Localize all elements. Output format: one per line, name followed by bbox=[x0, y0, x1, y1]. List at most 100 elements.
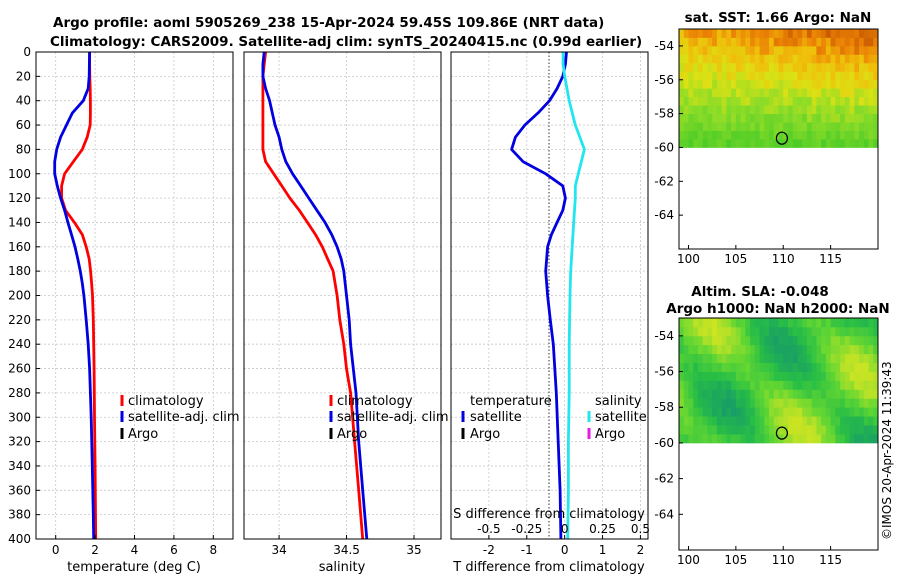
heatmap-cell bbox=[811, 45, 817, 55]
heatmap-cell bbox=[783, 37, 789, 47]
heatmap-cell bbox=[764, 71, 770, 81]
heatmap-cell bbox=[840, 344, 846, 355]
heatmap-cell bbox=[731, 362, 737, 372]
heatmap-cell bbox=[716, 105, 723, 115]
heatmap-cell bbox=[797, 122, 803, 131]
sla-map-title-line2: Argo h1000: NaN h2000: NaN bbox=[666, 301, 889, 317]
heatmap-cell bbox=[754, 37, 760, 47]
argo-position-marker bbox=[775, 131, 789, 145]
heatmap-cell bbox=[740, 344, 746, 355]
heatmap-cell bbox=[707, 416, 713, 426]
heatmap-cell bbox=[792, 62, 798, 72]
heatmap-cell bbox=[859, 71, 865, 81]
heatmap-cell bbox=[693, 96, 699, 106]
heatmap-cell bbox=[750, 79, 756, 89]
heatmap-cell bbox=[754, 416, 760, 426]
heatmap-cell bbox=[693, 362, 699, 372]
heatmap-cell bbox=[854, 326, 860, 337]
heatmap-cell bbox=[716, 54, 723, 64]
heatmap-cell bbox=[716, 130, 723, 140]
heatmap-cell bbox=[716, 416, 723, 426]
heatmap-cell bbox=[740, 318, 746, 328]
heatmap-cell bbox=[802, 88, 808, 98]
heatmap-cell bbox=[740, 79, 746, 89]
heatmap-cell bbox=[797, 380, 803, 390]
heatmap-cell bbox=[697, 371, 704, 381]
heatmap-cell bbox=[787, 139, 794, 148]
heatmap-cell bbox=[854, 79, 860, 89]
map-x-tick-label: 105 bbox=[724, 252, 747, 266]
heatmap-cell bbox=[679, 130, 685, 140]
heatmap-cell bbox=[821, 54, 827, 64]
heatmap-cell bbox=[783, 122, 789, 131]
heatmap-cell bbox=[802, 344, 808, 355]
heatmap-cell bbox=[769, 389, 775, 399]
salinity-xlabel: salinity bbox=[319, 560, 366, 575]
heatmap-cell bbox=[688, 398, 694, 408]
heatmap-cell bbox=[802, 79, 808, 89]
heatmap-cell bbox=[797, 105, 803, 115]
heatmap-cell bbox=[688, 113, 694, 123]
heatmap-cell bbox=[731, 389, 737, 399]
heatmap-cell bbox=[863, 326, 869, 337]
heatmap-cell bbox=[740, 29, 746, 38]
heatmap-cell bbox=[702, 425, 708, 435]
heatmap-cell bbox=[778, 318, 784, 328]
heatmap-cell bbox=[712, 62, 718, 72]
heatmap-cell bbox=[873, 344, 879, 355]
heatmap-cell bbox=[811, 29, 817, 38]
heatmap-cell bbox=[750, 122, 756, 131]
heatmap-cell bbox=[840, 318, 846, 328]
heatmap-cell bbox=[797, 88, 803, 98]
heatmap-cell bbox=[825, 88, 832, 98]
heatmap-cell bbox=[811, 105, 817, 115]
heatmap-cell bbox=[802, 407, 808, 417]
heatmap-cell bbox=[792, 326, 798, 337]
heatmap-cell bbox=[754, 71, 760, 81]
heatmap-cell bbox=[764, 416, 770, 426]
heatmap-cell bbox=[726, 326, 732, 337]
x-tick-label: 34.5 bbox=[333, 543, 360, 557]
heatmap-cell bbox=[806, 96, 813, 106]
heatmap-cell bbox=[778, 130, 784, 140]
heatmap-cell bbox=[797, 29, 803, 38]
heatmap-cell bbox=[759, 54, 765, 64]
heatmap-cell bbox=[697, 113, 704, 123]
heatmap-cell bbox=[825, 371, 832, 381]
heatmap-cell bbox=[811, 425, 817, 435]
heatmap-cell bbox=[787, 398, 794, 408]
heatmap-cell bbox=[764, 318, 770, 328]
heatmap-cell bbox=[844, 62, 850, 72]
heatmap-cell bbox=[764, 353, 770, 364]
heatmap-cell bbox=[868, 425, 874, 435]
heatmap-cell bbox=[863, 380, 869, 390]
heatmap-cell bbox=[806, 353, 813, 364]
heatmap-cell bbox=[707, 29, 713, 38]
map-y-tick-label: -58 bbox=[654, 107, 674, 121]
heatmap-cell bbox=[816, 79, 822, 89]
heatmap-cell bbox=[849, 54, 855, 64]
heatmap-cell bbox=[721, 353, 727, 364]
heatmap-cell bbox=[811, 139, 817, 148]
heatmap-cell bbox=[731, 425, 737, 435]
heatmap-cell bbox=[792, 344, 798, 355]
heatmap-cell bbox=[778, 45, 784, 55]
heatmap-cell bbox=[712, 318, 718, 328]
heatmap-cell bbox=[830, 326, 836, 337]
heatmap-cell bbox=[702, 45, 708, 55]
s-tick-label: 0.25 bbox=[589, 522, 616, 536]
heatmap-cell bbox=[783, 139, 789, 148]
heatmap-cell bbox=[825, 335, 832, 346]
heatmap-cell bbox=[835, 398, 841, 408]
map-y-tick-label: -54 bbox=[654, 39, 674, 53]
heatmap-cell bbox=[849, 425, 855, 435]
heatmap-cell bbox=[721, 389, 727, 399]
heatmap-cell bbox=[740, 45, 746, 55]
heatmap-cell bbox=[825, 45, 832, 55]
heatmap-cell bbox=[726, 88, 732, 98]
heatmap-cell bbox=[830, 344, 836, 355]
heatmap-cell bbox=[702, 79, 708, 89]
heatmap-cell bbox=[688, 62, 694, 72]
heatmap-cell bbox=[683, 389, 689, 399]
heatmap-cell bbox=[868, 113, 874, 123]
